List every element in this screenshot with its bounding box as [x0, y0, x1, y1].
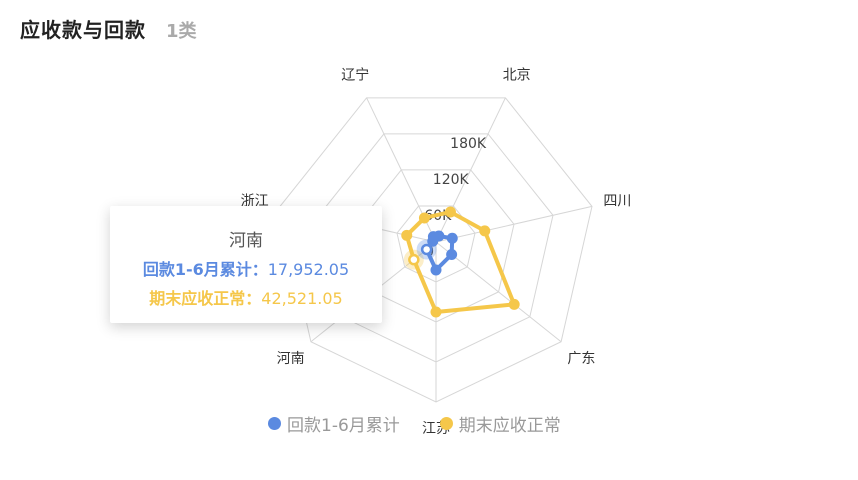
series-2-point-5 — [401, 229, 413, 241]
series-1-point-1 — [446, 232, 458, 244]
chart-header: 应收款与回款 1类 — [20, 14, 197, 43]
legend-label-series1: 回款1-6月累计 — [287, 416, 400, 436]
tooltip-label-series2: 期末应收正常： — [149, 289, 262, 308]
legend-dot-series1 — [268, 417, 281, 430]
legend-dot-series2 — [439, 417, 453, 430]
radial-tick-label-3: 180K — [450, 136, 487, 152]
radar-axis-line-0 — [435, 97, 506, 243]
series-2-point-1 — [479, 225, 491, 237]
indicator-label-5: 浙江 — [241, 194, 269, 210]
indicator-label-2: 广东 — [567, 351, 595, 367]
tooltip-row-series2: 期末应收正常：42,521.05 — [110, 285, 382, 309]
indicator-label-6: 辽宁 — [341, 66, 369, 83]
radar-axis-line-1 — [435, 205, 593, 243]
radar-grid-ring-4 — [279, 97, 593, 403]
series-1-group — [416, 230, 458, 276]
series-2-point-4 — [408, 253, 420, 266]
tooltip-value-series1: 17,952.05 — [267, 260, 350, 279]
series-1-point-4 — [420, 243, 433, 256]
series-2-point-0 — [444, 206, 456, 218]
series-2-group — [401, 206, 520, 318]
series-1-point-6 — [427, 231, 439, 243]
series-1-point-2 — [446, 248, 458, 260]
chart-legend: 回款1-6月累计 期末应收正常 — [268, 411, 561, 436]
radial-tick-label-2: 120K — [433, 172, 470, 188]
legend-item-series2[interactable]: 期末应收正常 — [439, 411, 561, 436]
tooltip-value-series2: 42,521.05 — [261, 289, 343, 308]
chart-title: 应收款与回款 — [20, 18, 146, 42]
radar-grid-ring-3 — [318, 133, 554, 363]
series-2-point-3 — [430, 306, 442, 318]
legend-item-series1[interactable]: 回款1-6月累计 — [268, 411, 400, 436]
series-2-point-2 — [508, 298, 520, 310]
radar-grid-ring-2 — [357, 169, 515, 323]
tooltip-row-series1: 回款1-6月累计：17,952.05 — [110, 256, 382, 280]
legend-label-series2: 期末应收正常 — [458, 416, 561, 436]
indicator-label-0: 北京 — [503, 67, 531, 83]
indicator-label-4: 河南 — [277, 351, 305, 367]
radar-axis-line-2 — [435, 241, 562, 343]
tooltip-title: 河南 — [229, 231, 263, 251]
tooltip-label-series1: 回款1-6月累计： — [142, 260, 268, 279]
category-count: 1类 — [166, 21, 197, 42]
series-2-point-6 — [418, 212, 430, 224]
series-1-point-3 — [430, 264, 442, 276]
chart-tooltip: 河南 回款1-6月累计：17,952.05 期末应收正常：42,521.05 — [110, 206, 382, 323]
indicator-label-1: 四川 — [603, 194, 631, 210]
